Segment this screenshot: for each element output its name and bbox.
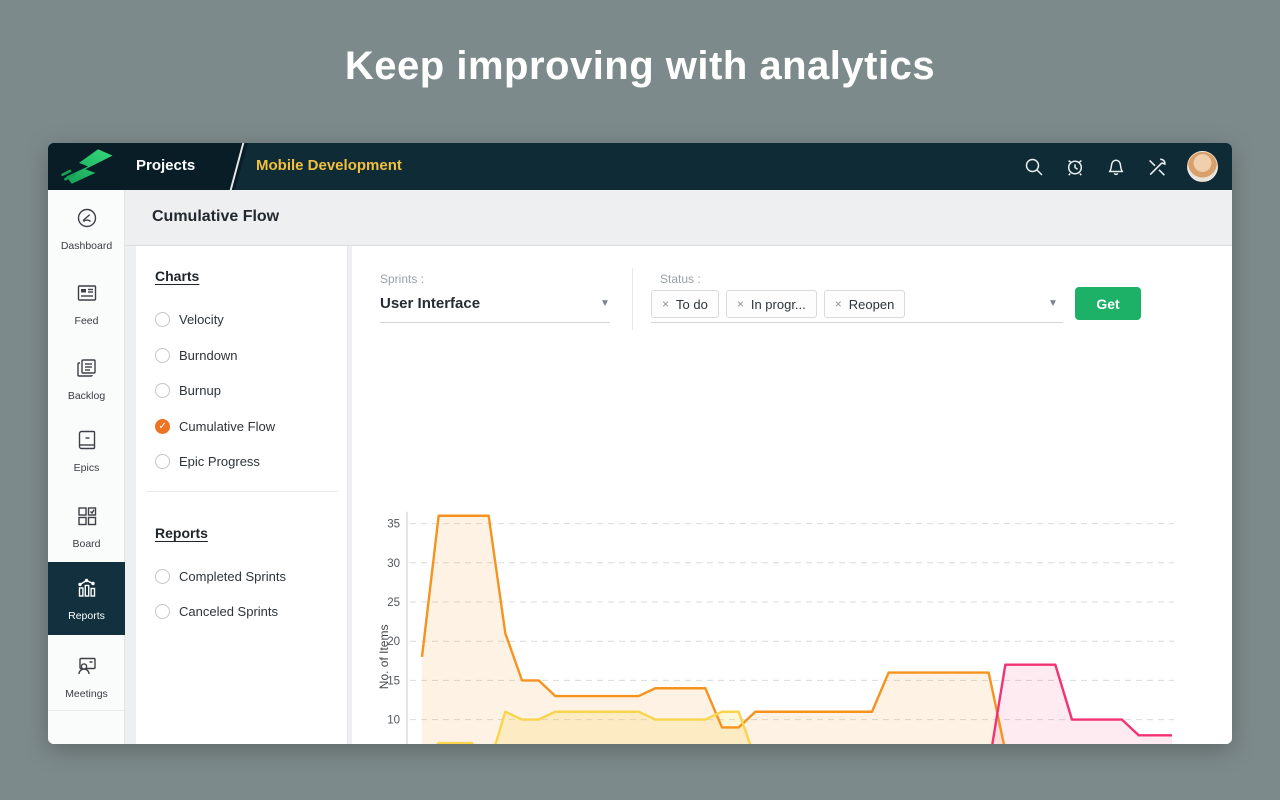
- chip-label: To do: [676, 296, 708, 312]
- panel-divider: [146, 491, 338, 492]
- chart-option-label: Burndown: [179, 348, 238, 363]
- hero-title: Keep improving with analytics: [344, 44, 936, 88]
- chart-option-cumulative-flow[interactable]: Cumulative Flow: [155, 419, 275, 434]
- newspaper-icon: [75, 281, 99, 310]
- chart-option-label: Burnup: [179, 383, 221, 398]
- radio-icon: [155, 348, 170, 363]
- chip-label: In progr...: [750, 296, 806, 312]
- report-panel: Sprints : User Interface ▼ Status : × To …: [352, 246, 1232, 744]
- svg-text:No. of Items: No. of Items: [377, 625, 391, 690]
- current-project-name[interactable]: Mobile Development: [256, 157, 402, 174]
- top-bar: Projects Mobile Development: [48, 143, 1232, 190]
- chart-option-label: Cumulative Flow: [179, 419, 276, 434]
- sidebar-item-dashboard[interactable]: Dashboard: [48, 200, 125, 252]
- sidebar-item-label: Feed: [74, 315, 99, 327]
- top-bar-left-segment: [48, 143, 248, 190]
- chip-label: Reopen: [848, 296, 895, 312]
- cumulative-flow-chart: 05101520253035Jul 13Jul 16Jul 19Jul 22Ju…: [377, 511, 1174, 744]
- chevron-down-icon[interactable]: ▼: [600, 298, 610, 309]
- nav-projects[interactable]: Projects: [136, 157, 196, 174]
- report-option-label: Canceled Sprints: [179, 604, 278, 619]
- svg-text:35: 35: [387, 519, 400, 531]
- grid-icon: [75, 504, 99, 533]
- svg-text:10: 10: [387, 715, 400, 727]
- chevron-down-icon[interactable]: ▼: [1048, 298, 1058, 309]
- sidebar-item-label: Board: [72, 538, 101, 550]
- notifications-bell-icon[interactable]: [1105, 156, 1127, 178]
- search-icon[interactable]: [1023, 156, 1045, 178]
- report-option-completed-sprints[interactable]: Completed Sprints: [155, 569, 286, 584]
- status-chip-todo[interactable]: × To do: [651, 290, 719, 318]
- chart-option-label: Epic Progress: [179, 454, 260, 469]
- status-label: Status :: [660, 272, 701, 286]
- get-button[interactable]: Get: [1075, 287, 1141, 320]
- sidebar-item-label: Meetings: [65, 688, 108, 700]
- page-header: Cumulative Flow: [125, 190, 1232, 246]
- chart-option-epic-progress[interactable]: Epic Progress: [155, 454, 260, 469]
- svg-text:15: 15: [387, 675, 400, 687]
- book-icon: [75, 428, 99, 457]
- sidebar-item-backlog[interactable]: Backlog: [48, 350, 125, 402]
- page-title: Cumulative Flow: [152, 208, 280, 225]
- sidebar-item-label: Epics: [73, 462, 100, 474]
- status-select-underline: [651, 322, 1063, 323]
- status-chip-reopen[interactable]: × Reopen: [823, 290, 906, 318]
- sprints-label: Sprints :: [380, 272, 425, 286]
- remove-chip-icon[interactable]: ×: [834, 297, 842, 311]
- user-avatar[interactable]: [1187, 151, 1218, 182]
- status-multiselect[interactable]: × To do × In progr... × Reopen: [651, 290, 906, 318]
- filter-divider: [632, 268, 633, 330]
- charts-heading: Charts: [155, 268, 200, 284]
- reports-heading: Reports: [155, 525, 208, 541]
- radio-icon: [155, 569, 170, 584]
- tools-icon[interactable]: [1146, 156, 1168, 178]
- sidebar: Dashboard Feed Backlog Epics Board Repor…: [48, 190, 125, 744]
- remove-chip-icon[interactable]: ×: [736, 297, 744, 311]
- sidebar-separator: [48, 710, 124, 711]
- radio-icon: [155, 604, 170, 619]
- radio-icon: [155, 454, 170, 469]
- chart-option-burndown[interactable]: Burndown: [155, 348, 238, 363]
- report-option-canceled-sprints[interactable]: Canceled Sprints: [155, 604, 278, 619]
- sidebar-item-board[interactable]: Board: [48, 498, 125, 550]
- charts-panel: Charts Velocity Burndown Burnup Cumulati…: [136, 246, 348, 744]
- svg-text:25: 25: [387, 597, 400, 609]
- gauge-icon: [75, 206, 99, 235]
- radio-icon: [155, 312, 170, 327]
- presenter-icon: [75, 654, 99, 683]
- status-chip-inprogress[interactable]: × In progr...: [725, 290, 817, 318]
- reminder-clock-icon[interactable]: [1064, 156, 1086, 178]
- radio-checked-icon: [155, 419, 170, 434]
- chart-option-label: Velocity: [179, 312, 224, 327]
- chart-option-velocity[interactable]: Velocity: [155, 312, 224, 327]
- remove-chip-icon[interactable]: ×: [662, 297, 670, 311]
- svg-text:20: 20: [387, 636, 400, 648]
- sidebar-item-label: Backlog: [67, 390, 106, 402]
- app-window: Projects Mobile Development Dashboard Fe…: [48, 143, 1232, 744]
- svg-text:30: 30: [387, 558, 400, 570]
- sidebar-item-label: Reports: [68, 610, 105, 622]
- radio-icon: [155, 383, 170, 398]
- sidebar-item-label: Dashboard: [60, 240, 113, 252]
- sprint-select-underline: [380, 322, 610, 323]
- sidebar-item-meetings[interactable]: Meetings: [48, 648, 125, 700]
- sidebar-item-feed[interactable]: Feed: [48, 275, 125, 327]
- sprints-logo-icon[interactable]: [60, 146, 118, 192]
- sprint-select-value[interactable]: User Interface: [380, 295, 481, 312]
- chart-option-burnup[interactable]: Burnup: [155, 383, 221, 398]
- bar-chart-icon: [75, 576, 99, 605]
- stacked-docs-icon: [75, 356, 99, 385]
- sidebar-item-epics[interactable]: Epics: [48, 422, 125, 474]
- report-option-label: Completed Sprints: [179, 569, 286, 584]
- sidebar-item-reports[interactable]: Reports: [48, 562, 125, 635]
